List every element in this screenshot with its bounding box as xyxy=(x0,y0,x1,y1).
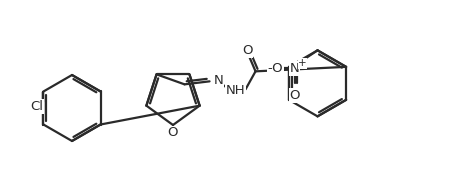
Text: Cl: Cl xyxy=(30,100,43,113)
Text: +: + xyxy=(298,58,306,68)
Text: N: N xyxy=(213,74,223,87)
Text: O: O xyxy=(168,126,178,139)
Text: NH: NH xyxy=(225,84,245,97)
Text: -O: -O xyxy=(267,62,283,75)
Text: N: N xyxy=(289,62,299,75)
Text: O: O xyxy=(288,89,299,102)
Text: O: O xyxy=(242,44,252,57)
